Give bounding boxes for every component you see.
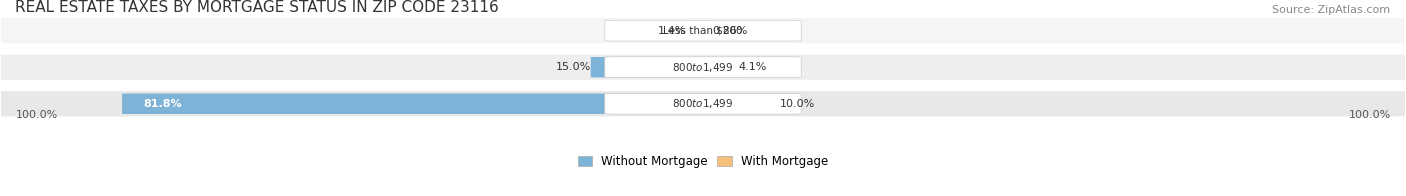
- Text: Less than $800: Less than $800: [664, 26, 742, 36]
- Text: 10.0%: 10.0%: [780, 99, 815, 109]
- Text: 4.1%: 4.1%: [738, 62, 768, 72]
- Text: 100.0%: 100.0%: [1348, 110, 1391, 120]
- FancyBboxPatch shape: [696, 57, 738, 77]
- Text: 81.8%: 81.8%: [143, 99, 181, 109]
- Legend: Without Mortgage, With Mortgage: Without Mortgage, With Mortgage: [574, 151, 832, 173]
- Text: $800 to $1,499: $800 to $1,499: [672, 61, 734, 74]
- FancyBboxPatch shape: [686, 20, 710, 41]
- FancyBboxPatch shape: [696, 20, 711, 41]
- Text: REAL ESTATE TAXES BY MORTGAGE STATUS IN ZIP CODE 23116: REAL ESTATE TAXES BY MORTGAGE STATUS IN …: [15, 0, 499, 15]
- Text: 15.0%: 15.0%: [555, 62, 591, 72]
- Text: Source: ZipAtlas.com: Source: ZipAtlas.com: [1272, 5, 1391, 15]
- FancyBboxPatch shape: [0, 55, 1406, 80]
- FancyBboxPatch shape: [0, 18, 1406, 43]
- FancyBboxPatch shape: [696, 93, 780, 114]
- Text: 0.26%: 0.26%: [711, 26, 747, 36]
- FancyBboxPatch shape: [0, 91, 1406, 116]
- Text: 100.0%: 100.0%: [15, 110, 58, 120]
- Text: $800 to $1,499: $800 to $1,499: [672, 97, 734, 110]
- FancyBboxPatch shape: [122, 93, 710, 114]
- Text: 1.4%: 1.4%: [658, 26, 686, 36]
- FancyBboxPatch shape: [591, 57, 710, 77]
- FancyBboxPatch shape: [605, 93, 801, 114]
- FancyBboxPatch shape: [605, 57, 801, 78]
- FancyBboxPatch shape: [605, 20, 801, 41]
